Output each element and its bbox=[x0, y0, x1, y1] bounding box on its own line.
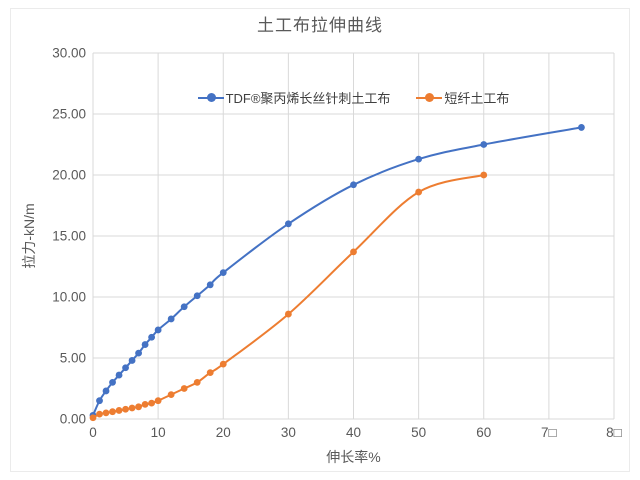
data-point-marker-0 bbox=[219, 269, 227, 276]
data-point-marker-1 bbox=[115, 407, 123, 414]
data-point-marker-0 bbox=[578, 124, 585, 131]
data-point-marker-0 bbox=[350, 181, 357, 189]
x-tick-label: 30 bbox=[281, 425, 296, 440]
data-point-marker-1 bbox=[206, 369, 214, 377]
data-point-marker-0 bbox=[180, 303, 188, 311]
x-tick-label: 60 bbox=[476, 425, 491, 440]
data-point-marker-0 bbox=[102, 387, 110, 395]
data-point-marker-0 bbox=[115, 371, 123, 379]
chart-title: 土工布拉伸曲线 bbox=[257, 16, 383, 35]
data-point-marker-1 bbox=[415, 188, 423, 196]
data-point-marker-1 bbox=[128, 404, 136, 412]
legend: TDF®聚丙烯长丝针刺土工布 短纤土工布 bbox=[93, 88, 614, 106]
data-point-marker-0 bbox=[206, 281, 214, 289]
y-tick-label: 15.00 bbox=[52, 229, 86, 244]
data-point-marker-1 bbox=[180, 385, 188, 392]
x-tick-label: 20 bbox=[216, 425, 231, 440]
data-point-marker-0 bbox=[284, 220, 292, 228]
data-point-marker-0 bbox=[96, 397, 103, 405]
y-tick-label: 20.00 bbox=[52, 168, 86, 183]
series-line-0 bbox=[92, 126, 582, 416]
legend-item-tdf-geotextile: TDF®聚丙烯长丝针刺土工布 bbox=[197, 88, 391, 107]
data-point-marker-0 bbox=[141, 341, 149, 348]
data-point-marker-0 bbox=[480, 141, 488, 148]
legend-label: 短纤土工布 bbox=[444, 90, 510, 106]
data-point-marker-0 bbox=[122, 364, 129, 372]
data-point-marker-0 bbox=[154, 326, 162, 334]
data-point-marker-1 bbox=[219, 360, 227, 368]
data-point-marker-1 bbox=[350, 248, 357, 256]
y-tick-label: 5.00 bbox=[60, 351, 86, 366]
image-border-frame bbox=[10, 8, 630, 472]
x-axis-title: 伸长率% bbox=[326, 449, 381, 465]
x-tick-label: 50 bbox=[411, 425, 426, 440]
x-tick-label: 7□ bbox=[541, 425, 557, 440]
y-tick-label: 0.00 bbox=[60, 412, 86, 427]
data-point-marker-1 bbox=[109, 408, 116, 416]
data-point-marker-1 bbox=[96, 410, 103, 418]
y-axis-title: 拉力-kN/m bbox=[21, 203, 37, 269]
y-tick-label: 30.00 bbox=[52, 46, 86, 61]
data-point-marker-1 bbox=[284, 310, 292, 318]
data-point-marker-1 bbox=[167, 391, 175, 398]
data-point-marker-1 bbox=[154, 397, 162, 405]
data-point-marker-1 bbox=[141, 400, 149, 408]
legend-item-short-fiber-geotextile: 短纤土工布 bbox=[416, 88, 509, 107]
data-point-marker-0 bbox=[135, 349, 142, 357]
legend-line-dot-marker bbox=[416, 92, 443, 102]
x-tick-label: 10 bbox=[151, 425, 166, 440]
data-point-marker-1 bbox=[102, 409, 110, 417]
data-point-marker-0 bbox=[167, 315, 175, 323]
x-tick-label: 40 bbox=[346, 425, 361, 440]
x-tick-label: 8□ bbox=[606, 425, 622, 440]
y-tick-label: 25.00 bbox=[52, 107, 86, 122]
legend-label: TDF®聚丙烯长丝针刺土工布 bbox=[225, 90, 391, 106]
data-point-marker-0 bbox=[148, 333, 156, 341]
data-point-marker-1 bbox=[135, 403, 142, 411]
data-point-marker-0 bbox=[415, 155, 423, 163]
data-point-marker-0 bbox=[109, 379, 116, 386]
data-point-marker-1 bbox=[480, 171, 488, 179]
data-point-marker-0 bbox=[128, 357, 136, 364]
data-point-marker-1 bbox=[193, 379, 201, 386]
y-tick-label: 10.00 bbox=[52, 290, 86, 305]
legend-line-dot-marker bbox=[197, 92, 224, 102]
data-point-marker-1 bbox=[122, 405, 129, 413]
x-tick-label: 0 bbox=[89, 425, 97, 440]
data-point-marker-0 bbox=[193, 292, 201, 300]
data-point-marker-1 bbox=[148, 399, 156, 407]
data-point-marker-1 bbox=[89, 414, 97, 422]
